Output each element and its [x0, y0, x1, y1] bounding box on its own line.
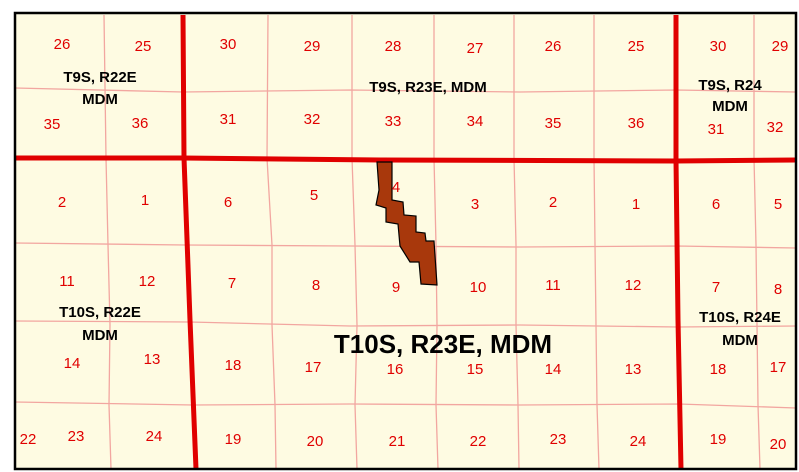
section-number: 13 [144, 351, 161, 368]
parcel [375, 161, 438, 286]
map-border [13, 11, 798, 471]
section-number: 10 [470, 279, 487, 296]
section-line [266, 14, 277, 470]
section-number: 20 [770, 436, 787, 453]
section-line [103, 14, 112, 470]
section-number: 28 [385, 38, 402, 55]
section-number: 1 [632, 196, 640, 213]
section-number: 35 [545, 115, 562, 132]
section-number: 9 [392, 279, 400, 296]
section-number: 11 [59, 273, 75, 290]
section-number: 30 [220, 36, 237, 53]
section-number: 2 [58, 194, 66, 211]
section-number: 27 [467, 40, 484, 57]
section-line [14, 242, 797, 249]
section-number: 7 [712, 279, 720, 296]
township-label: T9S, R23E, MDM [369, 79, 487, 96]
township-line [180, 14, 199, 470]
township-label: T9S, R22E [63, 69, 136, 86]
section-number: 17 [770, 359, 787, 376]
section-number: 12 [139, 273, 156, 290]
section-line [14, 401, 797, 409]
township-label: T10S, R23E, MDM [334, 329, 552, 359]
section-line [753, 15, 761, 470]
section-number: 17 [305, 359, 322, 376]
section-number: 8 [774, 281, 782, 298]
section-line [14, 320, 797, 328]
township-lines [15, 14, 797, 470]
section-number: 22 [470, 433, 487, 450]
section-number: 18 [225, 357, 242, 374]
township-label: MDM [722, 332, 758, 349]
section-number: 36 [132, 115, 149, 132]
section-number: 26 [54, 36, 71, 53]
township-label: MDM [82, 91, 118, 108]
section-number: 19 [710, 431, 727, 448]
section-line [593, 15, 600, 470]
section-number: 2 [549, 194, 557, 211]
section-number: 25 [135, 38, 152, 55]
section-number: 11 [545, 277, 561, 294]
section-number: 23 [68, 428, 85, 445]
township-line [673, 15, 684, 470]
section-number: 29 [772, 38, 789, 55]
township-label: T10S, R22E [59, 304, 141, 321]
section-number: 12 [625, 277, 642, 294]
section-number: 30 [710, 38, 727, 55]
section-number: 29 [304, 38, 321, 55]
section-number: 15 [467, 361, 484, 378]
section-number: 19 [225, 431, 242, 448]
township-label: MDM [712, 98, 748, 115]
section-number: 7 [228, 275, 236, 292]
section-number: 23 [550, 431, 567, 448]
section-number: 32 [767, 119, 784, 136]
section-number: 1 [141, 192, 149, 209]
section-number: 8 [312, 277, 320, 294]
section-lines [14, 14, 797, 470]
section-number: 33 [385, 113, 402, 130]
section-number: 5 [310, 187, 318, 204]
section-number: 32 [304, 111, 321, 128]
section-line [14, 87, 797, 93]
section-number: 18 [710, 361, 727, 378]
township-line [15, 155, 797, 164]
section-number: 36 [628, 115, 645, 132]
section-number: 35 [44, 116, 61, 133]
section-number: 26 [545, 38, 562, 55]
section-number: 21 [389, 433, 406, 450]
township-label: T9S, R24 [698, 77, 762, 94]
section-number: 16 [387, 361, 404, 378]
township-label: MDM [82, 327, 118, 344]
section-number: 5 [774, 196, 782, 213]
section-number: 31 [708, 121, 725, 138]
section-line [351, 15, 358, 470]
section-number: 25 [628, 38, 645, 55]
section-number: 13 [625, 361, 642, 378]
section-number: 14 [545, 361, 562, 378]
section-number: 14 [64, 355, 81, 372]
section-number: 24 [146, 428, 163, 445]
section-number: 31 [220, 111, 237, 128]
section-number: 22 [20, 431, 37, 448]
section-line [513, 15, 520, 470]
township-label: T10S, R24E [699, 309, 781, 326]
section-number: 20 [307, 433, 324, 450]
section-number: 34 [467, 113, 484, 130]
section-number: 3 [471, 196, 479, 213]
section-number: 24 [630, 433, 647, 450]
section-number: 4 [392, 179, 400, 196]
section-number: 6 [712, 196, 720, 213]
section-number: 6 [224, 194, 232, 211]
